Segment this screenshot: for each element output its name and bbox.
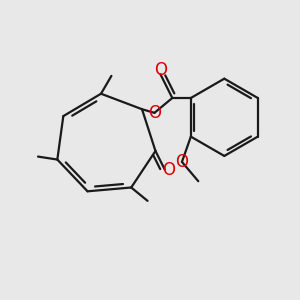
Text: O: O [154,61,167,79]
Text: O: O [176,153,188,171]
Text: O: O [162,160,175,178]
Text: O: O [148,104,161,122]
